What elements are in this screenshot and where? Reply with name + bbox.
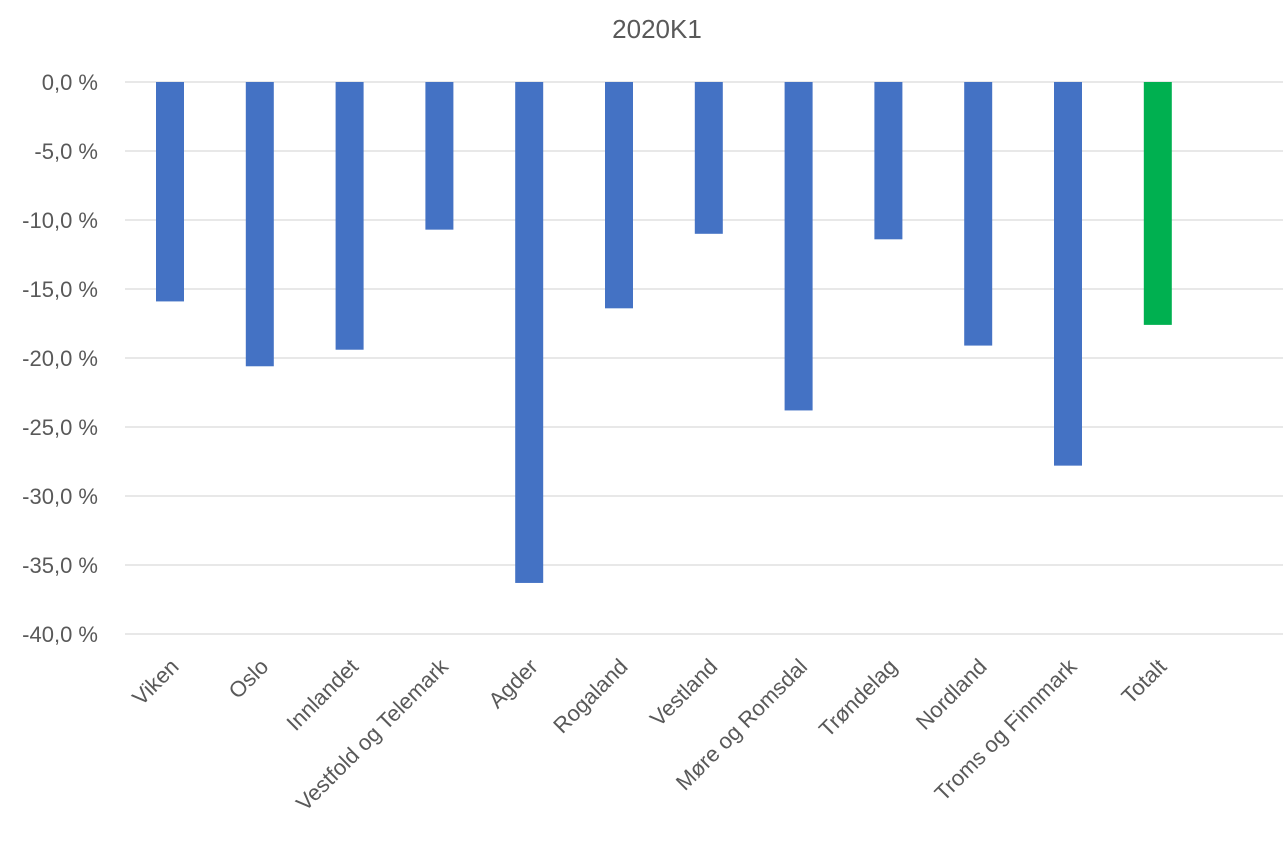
y-axis-tick-labels: 0,0 % -5,0 % -10,0 % -15,0 % -20,0 % -25,0 % -… <box>22 70 98 647</box>
bars <box>156 82 1172 583</box>
x-category-label: Rogaland <box>548 654 632 738</box>
y-tick-label: -35,0 % <box>22 553 98 578</box>
bar <box>874 82 903 240</box>
x-category-label: Viken <box>127 654 183 710</box>
y-tick-label: -5,0 % <box>34 139 98 164</box>
y-tick-label: -20,0 % <box>22 346 98 371</box>
y-tick-label: -30,0 % <box>22 484 98 509</box>
y-tick-label: -10,0 % <box>22 208 98 233</box>
x-category-label: Vestfold og Telemark <box>291 653 454 816</box>
bar <box>156 82 184 302</box>
bar-total <box>1143 82 1172 325</box>
x-category-label: Agder <box>484 654 543 713</box>
bar <box>964 82 993 346</box>
y-tick-label: -40,0 % <box>22 622 98 647</box>
bar <box>1054 82 1082 466</box>
bar <box>784 82 813 411</box>
x-category-label: Totalt <box>1116 654 1171 709</box>
y-tick-label: 0,0 % <box>42 70 98 95</box>
bar <box>245 82 274 367</box>
x-category-label: Vestland <box>645 654 722 731</box>
chart-title: 2020K1 <box>612 14 702 44</box>
gridlines <box>125 81 1283 635</box>
bar <box>515 82 544 583</box>
bar <box>425 82 454 230</box>
bar <box>694 82 723 234</box>
bar <box>335 82 364 350</box>
y-tick-label: -25,0 % <box>22 415 98 440</box>
y-tick-label: -15,0 % <box>22 277 98 302</box>
x-category-label: Innlandet <box>281 654 363 736</box>
x-category-label: Nordland <box>911 654 992 735</box>
bar <box>605 82 633 309</box>
x-category-label: Trøndelag <box>814 654 902 742</box>
x-category-label: Oslo <box>224 654 274 704</box>
